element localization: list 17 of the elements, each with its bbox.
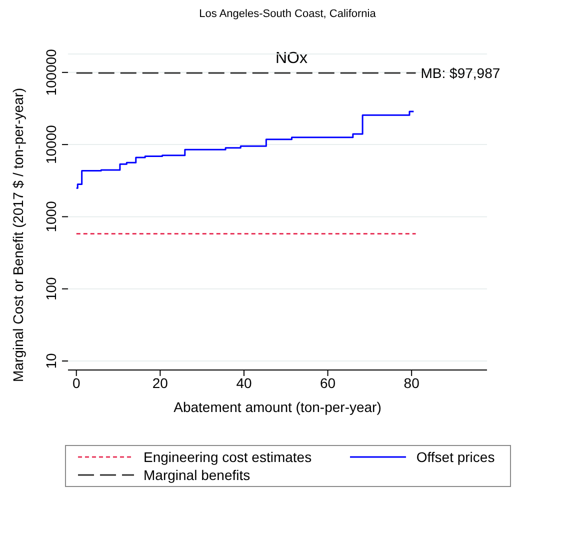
- y-tick-label: 10000: [43, 124, 59, 164]
- legend-label: Engineering cost estimates: [144, 449, 312, 465]
- y-tick-label: 10: [43, 352, 59, 369]
- chart-title: Los Angeles-South Coast, California: [198, 8, 377, 22]
- x-axis-title: Abatement amount (ton-per-year): [174, 399, 382, 415]
- y-tick-label: 1000: [43, 200, 59, 232]
- y-axis-title: Marginal Cost or Benefit (2017 $ / ton-per-year): [10, 88, 26, 382]
- x-tick-label: 60: [320, 374, 336, 391]
- x-tick-label: 20: [152, 374, 168, 391]
- legend-label: Marginal benefits: [144, 467, 250, 483]
- x-tick-label: 0: [72, 374, 80, 391]
- y-tick-label: 100: [43, 276, 59, 301]
- legend-label: Offset prices: [416, 449, 495, 465]
- annotation: MB: $97,987: [420, 65, 500, 82]
- x-tick-label: 80: [404, 374, 420, 391]
- y-tick-label: 100000: [43, 48, 59, 96]
- x-tick-label: 40: [236, 374, 252, 391]
